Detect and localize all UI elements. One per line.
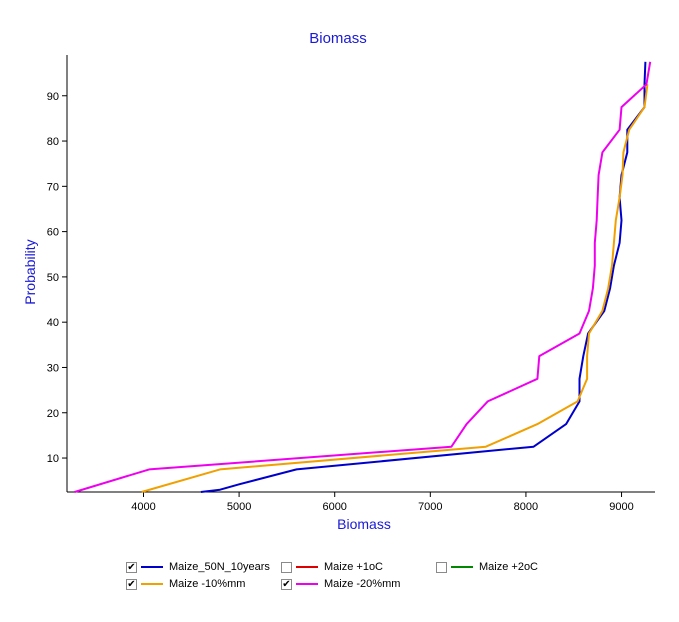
y-axis-label: Probability <box>22 239 38 304</box>
legend-item: Maize +1oC <box>281 561 383 573</box>
y-tick-label: 90 <box>47 91 59 103</box>
series-toggle-checkbox[interactable] <box>281 561 292 573</box>
x-tick-label: 7000 <box>418 501 442 513</box>
series-toggle-checkbox[interactable] <box>436 561 447 573</box>
y-tick-label: 40 <box>47 317 59 329</box>
axes: 4000 5000 6000 7000 8000 9000 10 20 30 40 50 60 70 80… <box>47 55 655 513</box>
legend-swatch <box>141 566 163 568</box>
y-tick-label: 60 <box>47 227 59 239</box>
x-tick-label: 8000 <box>514 501 538 513</box>
x-tick-label: 5000 <box>227 501 251 513</box>
legend-item: Maize +2oC <box>436 561 538 573</box>
legend-label: Maize +2oC <box>479 561 539 573</box>
series-layer <box>74 61 652 493</box>
y-tick-label: 50 <box>47 272 59 284</box>
legend-item: Maize -20%mm <box>281 578 400 590</box>
series-toggle-checkbox[interactable] <box>126 578 137 590</box>
legend-label: Maize_50N_10years <box>169 561 270 573</box>
y-tick-label: 30 <box>47 362 59 374</box>
series-toggle-checkbox[interactable] <box>126 561 137 573</box>
y-tick-label: 70 <box>47 181 59 193</box>
x-tick-label: 6000 <box>322 501 346 513</box>
y-tick-label: 10 <box>47 453 59 465</box>
y-tick-label: 20 <box>47 408 59 420</box>
legend-item: Maize_50N_10years <box>126 561 270 573</box>
series-line-maize-20-mm <box>74 61 652 493</box>
legend-item: Maize -10%mm <box>126 578 245 590</box>
legend-label: Maize -20%mm <box>324 578 401 590</box>
x-tick-label: 4000 <box>131 501 155 513</box>
chart-title: Biomass <box>309 30 367 47</box>
legend-label: Maize -10%mm <box>169 578 246 590</box>
legend-swatch <box>296 566 318 568</box>
x-tick-label: 9000 <box>609 501 633 513</box>
series-toggle-checkbox[interactable] <box>281 578 292 590</box>
legend-swatch <box>141 583 163 585</box>
x-axis-label: Biomass <box>337 516 391 532</box>
legend-swatch <box>296 583 318 585</box>
legend-label: Maize +1oC <box>324 561 384 573</box>
y-tick-label: 80 <box>47 136 59 148</box>
series-line-maize-50n-10years <box>200 61 647 493</box>
legend-swatch <box>451 566 473 568</box>
series-line-maize-10-mm <box>141 84 649 493</box>
